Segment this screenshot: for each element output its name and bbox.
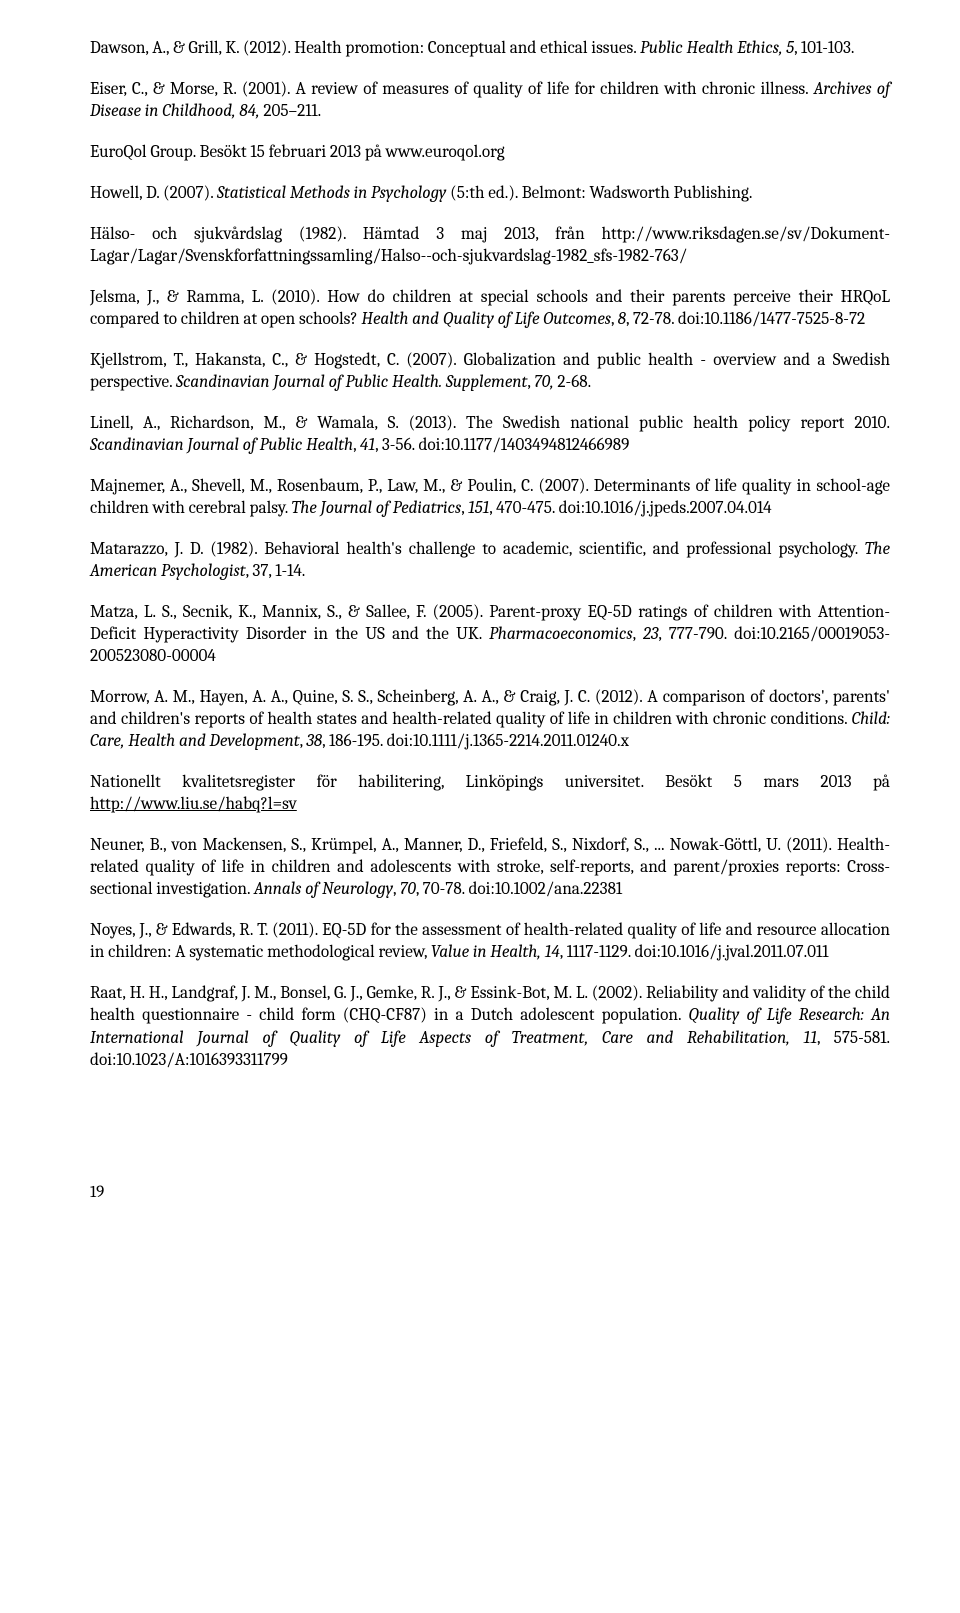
reference-text: , bbox=[393, 880, 400, 899]
reference-entry: Dawson, A., & Grill, K. (2012). Health p… bbox=[90, 38, 890, 60]
reference-text: , 72-78. doi:10.1186/1477-7525-8-72 bbox=[626, 310, 865, 329]
reference-text: EuroQol Group. Besökt 15 februari 2013 p… bbox=[90, 143, 505, 162]
reference-text: Value in Health, 14 bbox=[431, 943, 560, 962]
reference-text: 205–211. bbox=[260, 102, 322, 121]
reference-text: , 70-78. doi:10.1002/ana.22381 bbox=[416, 880, 622, 899]
reference-entry: Morrow, A. M., Hayen, A. A., Quine, S. S… bbox=[90, 687, 890, 753]
reference-text: 151 bbox=[468, 499, 489, 518]
reference-entry: Jelsma, J., & Ramma, L. (2010). How do c… bbox=[90, 287, 890, 331]
reference-text: The Journal of Pediatrics bbox=[292, 499, 462, 518]
reference-text: 38 bbox=[306, 732, 322, 751]
reference-entry: EuroQol Group. Besökt 15 februari 2013 p… bbox=[90, 142, 890, 164]
reference-text: Nationellt kvalitetsregister för habilit… bbox=[90, 773, 890, 792]
reference-text: 70, bbox=[534, 373, 554, 392]
references-list: Dawson, A., & Grill, K. (2012). Health p… bbox=[90, 38, 890, 1072]
reference-entry: Kjellstrom, T., Hakansta, C., & Hogstedt… bbox=[90, 350, 890, 394]
reference-text: (5:th ed.). Belmont: Wadsworth Publishin… bbox=[446, 184, 752, 203]
reference-text: , bbox=[633, 625, 643, 644]
reference-text: Linell, A., Richardson, M., & Wamala, S.… bbox=[90, 414, 890, 433]
reference-entry: Hälso- och sjukvårdslag (1982). Hämtad 3… bbox=[90, 224, 890, 268]
reference-text: 2-68. bbox=[554, 373, 592, 392]
reference-text: 23 bbox=[643, 625, 658, 644]
reference-text: , bbox=[611, 310, 618, 329]
reference-text: Scandinavian Journal of Public Health. S… bbox=[176, 373, 527, 392]
reference-text: Howell, D. (2007). bbox=[90, 184, 217, 203]
reference-text: Dawson, A., & Grill, K. (2012). Health p… bbox=[90, 39, 640, 58]
reference-entry: Noyes, J., & Edwards, R. T. (2011). EQ-5… bbox=[90, 920, 890, 964]
reference-text: , 1117-1129. doi:10.1016/j.jval.2011.07.… bbox=[560, 943, 829, 962]
reference-text: , 37, 1-14. bbox=[246, 562, 306, 581]
reference-text: Public Health Ethics, 5 bbox=[640, 39, 794, 58]
reference-text: Pharmacoeconomics bbox=[489, 625, 633, 644]
reference-text: 41 bbox=[360, 436, 375, 455]
reference-text: , 3-56. doi:10.1177/1403494812466989 bbox=[375, 436, 629, 455]
reference-text: Annals of Neurology bbox=[254, 880, 393, 899]
reference-entry: Matza, L. S., Secnik, K., Mannix, S., & … bbox=[90, 602, 890, 668]
reference-entry: Linell, A., Richardson, M., & Wamala, S.… bbox=[90, 413, 890, 457]
reference-entry: Eiser, C., & Morse, R. (2001). A review … bbox=[90, 79, 890, 123]
reference-text: 8 bbox=[618, 310, 626, 329]
reference-text: Hälso- och sjukvårdslag (1982). Hämtad 3… bbox=[90, 225, 890, 266]
reference-entry: Howell, D. (2007). Statistical Methods i… bbox=[90, 183, 890, 205]
reference-entry: Majnemer, A., Shevell, M., Rosenbaum, P.… bbox=[90, 476, 890, 520]
reference-text: Matarazzo, J. D. (1982). Behavioral heal… bbox=[90, 540, 865, 559]
reference-entry: Neuner, B., von Mackensen, S., Krümpel, … bbox=[90, 835, 890, 901]
reference-text: http://www.liu.se/habq?l=sv bbox=[90, 795, 297, 814]
reference-text: Health and Quality of Life Outcomes bbox=[361, 310, 611, 329]
reference-entry: Raat, H. H., Landgraf, J. M., Bonsel, G.… bbox=[90, 983, 890, 1071]
reference-text: , 186-195. doi:10.1111/j.1365-2214.2011.… bbox=[322, 732, 629, 751]
reference-entry: Nationellt kvalitetsregister för habilit… bbox=[90, 772, 890, 816]
reference-entry: Matarazzo, J. D. (1982). Behavioral heal… bbox=[90, 539, 890, 583]
reference-text: 70 bbox=[400, 880, 416, 899]
reference-text: , 470-475. doi:10.1016/j.jpeds.2007.04.0… bbox=[489, 499, 771, 518]
reference-text: , bbox=[353, 436, 360, 455]
reference-text: Morrow, A. M., Hayen, A. A., Quine, S. S… bbox=[90, 688, 890, 729]
reference-text: Scandinavian Journal of Public Health bbox=[90, 436, 353, 455]
reference-text: Statistical Methods in Psychology bbox=[217, 184, 446, 203]
reference-text: , 101-103. bbox=[794, 39, 854, 58]
reference-text: Eiser, C., & Morse, R. (2001). A review … bbox=[90, 80, 814, 99]
page-number: 19 bbox=[90, 1182, 890, 1204]
